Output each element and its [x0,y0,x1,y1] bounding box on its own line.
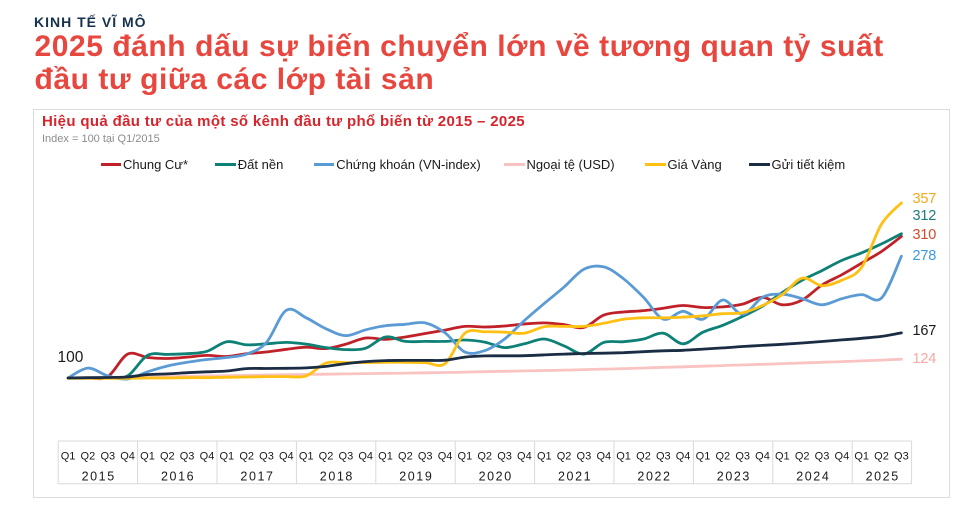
svg-text:Q3: Q3 [339,451,354,463]
svg-text:Q4: Q4 [596,451,611,463]
svg-text:2019: 2019 [399,470,433,484]
svg-text:Q2: Q2 [557,451,572,463]
svg-text:Q1: Q1 [140,451,155,463]
svg-text:Q2: Q2 [636,451,651,463]
svg-text:2025: 2025 [866,470,900,484]
svg-text:Q3: Q3 [259,451,274,463]
svg-text:Q2: Q2 [398,451,413,463]
svg-text:Q4: Q4 [517,451,532,463]
svg-text:Q3: Q3 [418,451,433,463]
svg-text:Q2: Q2 [239,451,254,463]
svg-text:2022: 2022 [637,470,671,484]
svg-text:Q4: Q4 [438,451,453,463]
svg-text:Q4: Q4 [676,451,691,463]
svg-text:Q3: Q3 [577,451,592,463]
svg-text:2021: 2021 [558,470,592,484]
svg-text:2023: 2023 [717,470,751,484]
svg-text:2020: 2020 [479,470,513,484]
svg-text:Q4: Q4 [200,451,215,463]
svg-text:2016: 2016 [161,470,195,484]
svg-text:Q3: Q3 [656,451,671,463]
svg-text:2018: 2018 [320,470,354,484]
svg-text:Q4: Q4 [120,451,135,463]
svg-text:Q4: Q4 [835,451,850,463]
svg-text:Q1: Q1 [696,451,711,463]
svg-text:Q3: Q3 [180,451,195,463]
svg-text:Q1: Q1 [537,451,552,463]
svg-text:2015: 2015 [82,470,116,484]
svg-text:Q1: Q1 [378,451,393,463]
svg-text:Q2: Q2 [319,451,334,463]
svg-text:Q1: Q1 [458,451,473,463]
svg-text:Q1: Q1 [219,451,234,463]
svg-text:2024: 2024 [796,470,830,484]
svg-text:Q4: Q4 [279,451,294,463]
svg-text:Q3: Q3 [894,451,909,463]
svg-text:Q1: Q1 [854,451,869,463]
svg-text:2017: 2017 [240,470,274,484]
svg-text:Q2: Q2 [715,451,730,463]
svg-text:Q3: Q3 [497,451,512,463]
svg-text:Q1: Q1 [299,451,314,463]
svg-text:Q3: Q3 [735,451,750,463]
svg-text:Q4: Q4 [755,451,770,463]
svg-text:Q2: Q2 [160,451,175,463]
svg-text:Q3: Q3 [815,451,830,463]
svg-text:Q2: Q2 [795,451,810,463]
svg-text:Q2: Q2 [874,451,889,463]
svg-text:Q2: Q2 [477,451,492,463]
svg-text:Q1: Q1 [61,451,76,463]
svg-text:Q2: Q2 [81,451,96,463]
svg-text:Q1: Q1 [616,451,631,463]
svg-text:Q3: Q3 [100,451,115,463]
svg-text:Q1: Q1 [775,451,790,463]
svg-text:Q4: Q4 [358,451,373,463]
